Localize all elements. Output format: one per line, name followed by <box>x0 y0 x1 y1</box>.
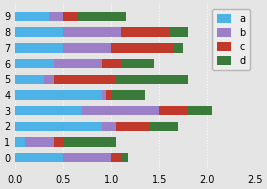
Bar <box>15 12 49 21</box>
Bar <box>107 90 111 100</box>
Bar <box>54 59 102 68</box>
Bar <box>25 137 54 147</box>
Bar <box>15 137 25 147</box>
Bar <box>174 43 183 53</box>
Bar <box>102 122 116 131</box>
Bar <box>54 74 116 84</box>
Bar <box>15 74 44 84</box>
Bar <box>111 43 174 53</box>
Bar <box>15 106 83 115</box>
Bar <box>111 90 145 100</box>
Bar <box>15 90 102 100</box>
Bar <box>159 106 188 115</box>
Bar <box>121 153 128 162</box>
Bar <box>63 153 111 162</box>
Bar <box>116 74 188 84</box>
Bar <box>188 106 212 115</box>
Bar <box>169 27 188 37</box>
Bar <box>15 43 63 53</box>
Bar <box>49 12 63 21</box>
Bar <box>83 106 159 115</box>
Bar <box>111 153 121 162</box>
Bar <box>121 59 154 68</box>
Bar <box>150 122 178 131</box>
Bar <box>15 27 63 37</box>
Bar <box>15 122 102 131</box>
Bar <box>116 122 150 131</box>
Bar <box>63 137 116 147</box>
Bar <box>44 74 54 84</box>
Bar <box>63 27 121 37</box>
Bar <box>102 59 121 68</box>
Bar <box>15 59 54 68</box>
Legend: a, b, c, d: a, b, c, d <box>212 9 250 70</box>
Bar <box>15 153 63 162</box>
Bar <box>121 27 169 37</box>
Bar <box>102 90 107 100</box>
Bar <box>78 12 125 21</box>
Bar <box>54 137 63 147</box>
Bar <box>63 12 78 21</box>
Bar <box>63 43 111 53</box>
